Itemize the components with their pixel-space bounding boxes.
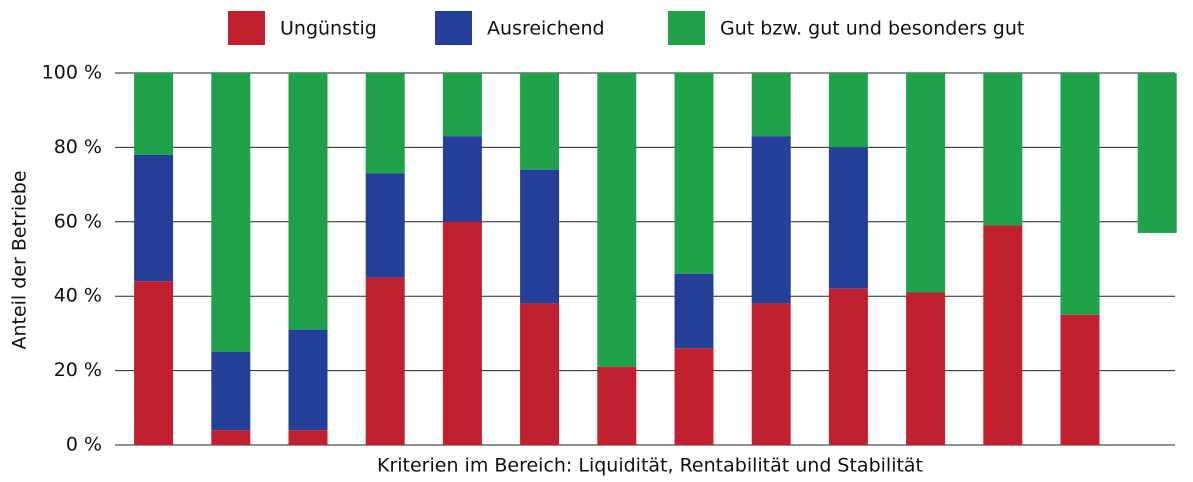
bar-segment — [751, 73, 791, 137]
legend-label: Ausreichend — [487, 18, 605, 40]
bar-segment — [983, 73, 1023, 226]
bar-segment — [288, 329, 328, 431]
bar-segment — [906, 73, 946, 293]
bar-segment — [134, 154, 174, 282]
y-tick-label: 40 % — [54, 285, 102, 307]
legend-label: Ungünstig — [280, 18, 377, 40]
bar-segment — [520, 73, 560, 170]
bar-segment — [520, 169, 560, 304]
bar-segment — [751, 303, 791, 445]
bar-segment — [442, 136, 482, 222]
y-tick-label: 60 % — [54, 210, 102, 232]
y-tick-label: 100 % — [42, 62, 102, 84]
bar-segment — [828, 288, 868, 445]
bar-segment — [674, 348, 714, 445]
y-tick-label: 0 % — [66, 434, 102, 456]
y-axis-label: Anteil der Betriebe — [9, 170, 31, 349]
y-tick-label: 20 % — [54, 359, 102, 381]
bar-segment — [211, 430, 251, 445]
bar-segment — [288, 73, 328, 330]
bar-segment — [597, 366, 637, 445]
legend-swatch — [435, 11, 472, 45]
bar-segment — [134, 73, 174, 155]
bar-segment — [134, 281, 174, 445]
bar-segment — [288, 430, 328, 445]
x-axis-label: Kriterien im Bereich: Liquidität, Rentab… — [377, 455, 923, 477]
legend-label: Gut bzw. gut und besonders gut — [720, 18, 1024, 40]
bar-segment — [674, 273, 714, 349]
bar-segment — [828, 147, 868, 289]
bar-segment — [211, 352, 251, 431]
bar-segment — [520, 303, 560, 445]
bar-segment — [597, 73, 637, 367]
bar-segment — [365, 277, 405, 445]
bar-segment — [674, 73, 714, 274]
bar-segment — [751, 136, 791, 304]
bar-segment — [1060, 73, 1100, 315]
legend-swatch — [668, 11, 705, 45]
bar-segment — [442, 221, 482, 445]
bar-segment — [211, 73, 251, 352]
bar-segment — [983, 225, 1023, 445]
bar-segment — [442, 73, 482, 137]
y-tick-label: 80 % — [54, 136, 102, 158]
legend-swatch — [228, 11, 265, 45]
bar-segment — [365, 173, 405, 278]
bar-segment — [906, 292, 946, 445]
bar-segment — [828, 73, 868, 148]
bar-segment — [365, 73, 405, 174]
bar-segment — [1060, 314, 1100, 445]
bar-segment — [1137, 73, 1177, 233]
